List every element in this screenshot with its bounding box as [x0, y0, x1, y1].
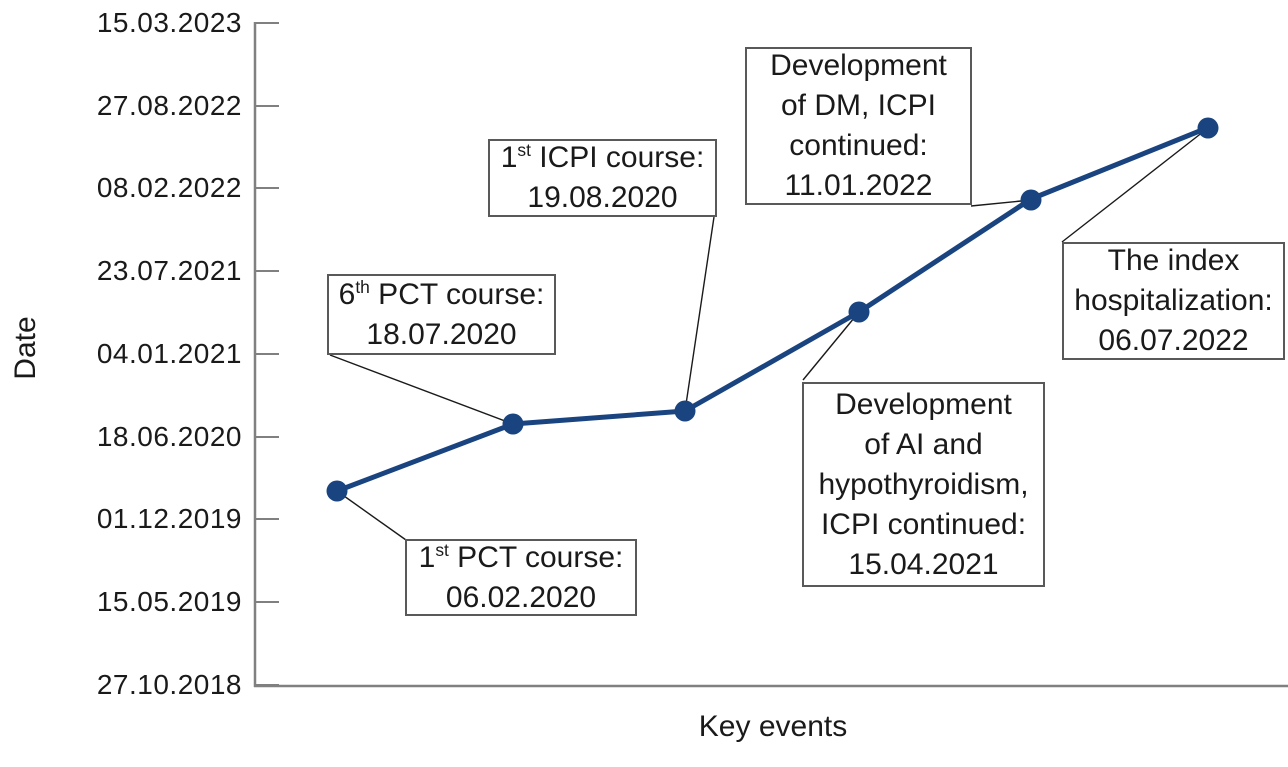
annotation-date: 11.01.2022 [784, 169, 933, 202]
annotation-line: continued: [789, 129, 928, 162]
annotation-line: 1st ICPI course: [500, 140, 705, 174]
annotation-line: of AI and [864, 427, 983, 461]
annotation-box-1st-icpi: 1st ICPI course: 19.08.2020 [488, 139, 717, 217]
y-tick-label: 01.12.2019 [96, 503, 242, 534]
annotation-line: of DM, ICPI [780, 89, 937, 122]
y-tick-label: 15.05.2019 [96, 586, 242, 617]
y-tick-label: 18.06.2020 [96, 421, 242, 452]
y-axis-title: Date [9, 316, 42, 380]
annotation-box-ai-hypothyroidism: Development of AI and hypothyroidism, IC… [802, 382, 1045, 587]
data-point-ai-hypothyroidism [848, 301, 870, 323]
annotation-line: 6th PCT course: [338, 276, 545, 311]
data-point-1st-pct [326, 480, 348, 502]
annotation-date: 19.08.2020 [527, 181, 678, 214]
x-axis-title: Key events [698, 710, 848, 743]
leader-line-1st-pct [336, 490, 407, 541]
ordinal-superscript: st [435, 539, 449, 560]
annotation-box-1st-pct: 1st PCT course: 06.02.2020 [405, 539, 637, 616]
annotation-line: 1st PCT course: [418, 539, 624, 574]
y-tick-label: 27.08.2022 [96, 90, 242, 121]
annotation-date: 18.07.2020 [366, 317, 517, 351]
annotation-box-dm: Development of DM, ICPI continued: 11.01… [745, 47, 972, 205]
y-tick-label: 23.07.2021 [96, 255, 242, 286]
annotation-box-index-hospitalization: The index hospitalization: 06.07.2022 [1062, 242, 1285, 360]
y-tick-label: 08.02.2022 [96, 172, 242, 203]
annotation-line: hospitalization: [1074, 284, 1273, 317]
leader-line-ai-hypothyroidism [802, 311, 860, 381]
annotation-line: The index [1107, 244, 1240, 277]
annotation-date: 15.04.2021 [848, 547, 999, 581]
annotation-line: ICPI continued: [820, 507, 1027, 541]
annotation-date: 06.07.2022 [1098, 324, 1249, 357]
annotation-line: hypothyroidism, [818, 467, 1029, 501]
y-tick-label: 04.01.2021 [96, 338, 242, 369]
y-tick-label: 27.10.2018 [96, 669, 242, 700]
annotation-date: 06.02.2020 [445, 580, 597, 614]
data-point-dm [1020, 189, 1042, 211]
timeline-series-line [334, 125, 1210, 494]
leader-line-6th-pct [329, 354, 514, 425]
data-point-1st-icpi [674, 400, 696, 422]
annotation-line: Development [770, 49, 947, 82]
data-point-6th-pct [502, 413, 524, 435]
annotation-box-6th-pct: 6th PCT course: 18.07.2020 [327, 274, 556, 355]
leader-line-index-hospitalization [1061, 127, 1209, 243]
data-point-index-hospitalization [1197, 117, 1219, 139]
annotation-line: Development [835, 387, 1012, 421]
y-tick-label: 15.03.2023 [96, 7, 242, 38]
ordinal-superscript: th [355, 276, 370, 297]
ordinal-superscript: st [517, 140, 531, 160]
leader-line-1st-icpi [684, 216, 715, 412]
